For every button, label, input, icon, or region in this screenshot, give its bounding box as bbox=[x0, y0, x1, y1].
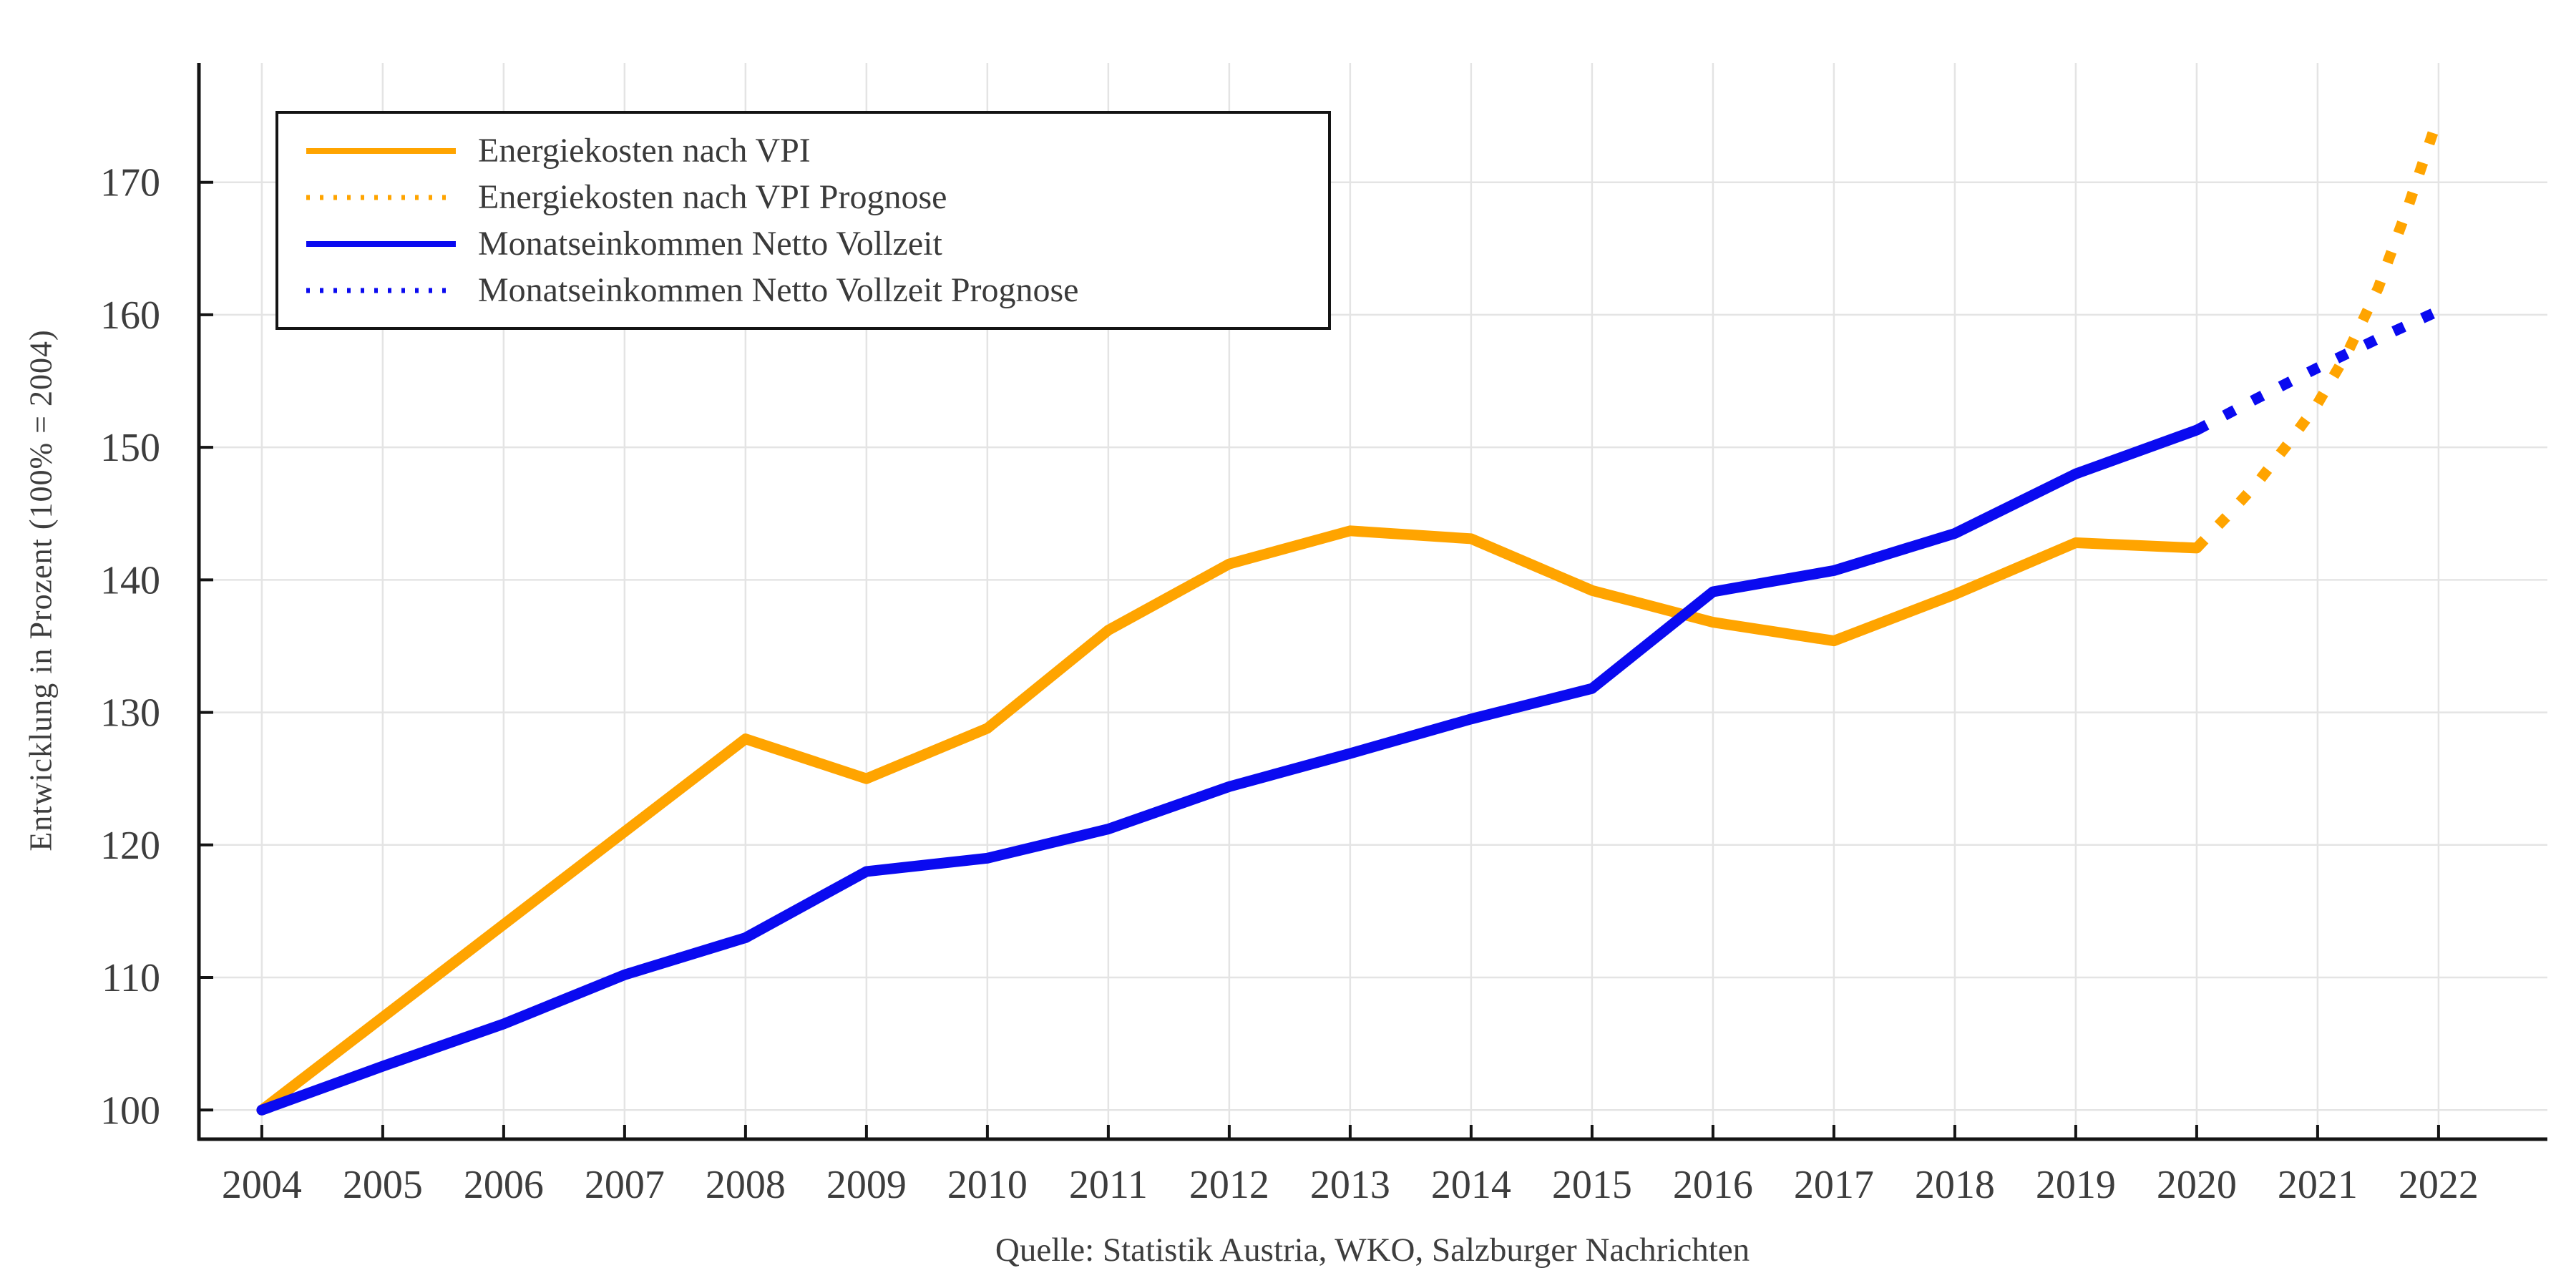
series-line-3 bbox=[2194, 306, 2441, 435]
legend-item-monatseinkommen-prognose: Monatseinkommen Netto Vollzeit Prognose bbox=[304, 270, 1328, 310]
legend-box: Energiekosten nach VPI Energiekosten nac… bbox=[275, 111, 1331, 330]
x-tick-label: 2016 bbox=[1673, 1163, 1753, 1207]
x-tick-label: 2007 bbox=[585, 1163, 665, 1207]
legend-line-sample-dotted-orange bbox=[306, 195, 456, 200]
x-tick-label: 2008 bbox=[706, 1163, 786, 1207]
legend-label: Energiekosten nach VPI bbox=[478, 132, 811, 170]
x-tick-label: 2013 bbox=[1310, 1163, 1390, 1207]
y-tick-label: 110 bbox=[102, 956, 160, 1000]
series-line-0 bbox=[256, 525, 2202, 1116]
x-tick-label: 2011 bbox=[1069, 1163, 1148, 1207]
y-tick-label: 130 bbox=[100, 691, 160, 736]
y-tick-label: 160 bbox=[100, 293, 160, 338]
y-tick-label: 150 bbox=[100, 426, 160, 470]
x-tick-label: 2005 bbox=[343, 1163, 423, 1207]
x-tick-label: 2014 bbox=[1431, 1163, 1511, 1207]
x-tick-label: 2004 bbox=[222, 1163, 302, 1207]
legend-line-sample-solid-orange bbox=[306, 147, 456, 154]
y-tick-label: 120 bbox=[100, 824, 160, 868]
x-tick-label: 2009 bbox=[826, 1163, 907, 1207]
legend-item-energiekosten: Energiekosten nach VPI bbox=[304, 131, 1328, 170]
y-axis-title: Entwicklung in Prozent (100% = 2004) bbox=[23, 329, 59, 852]
x-tick-label: 2012 bbox=[1189, 1163, 1269, 1207]
legend-line-sample-dotted-blue bbox=[306, 288, 456, 293]
x-tick-label: 2017 bbox=[1794, 1163, 1874, 1207]
legend-label: Monatseinkommen Netto Vollzeit Prognose bbox=[478, 271, 1079, 309]
y-tick-label: 170 bbox=[100, 161, 160, 205]
legend-label: Monatseinkommen Netto Vollzeit bbox=[478, 225, 942, 263]
x-tick-label: 2006 bbox=[464, 1163, 544, 1207]
legend-line-sample-solid-blue bbox=[306, 240, 456, 247]
x-tick-label: 2010 bbox=[947, 1163, 1028, 1207]
x-tick-label: 2019 bbox=[2036, 1163, 2116, 1207]
source-caption: Quelle: Statistik Austria, WKO, Salzburg… bbox=[995, 1231, 1750, 1269]
x-tick-label: 2020 bbox=[2157, 1163, 2237, 1207]
y-tick-label: 140 bbox=[100, 558, 160, 602]
legend-item-energiekosten-prognose: Energiekosten nach VPI Prognose bbox=[304, 177, 1328, 217]
x-tick-label: 2021 bbox=[2278, 1163, 2358, 1207]
series-line-2 bbox=[256, 424, 2202, 1116]
x-tick-label: 2015 bbox=[1552, 1163, 1632, 1207]
y-tick-label: 100 bbox=[100, 1088, 160, 1133]
x-tick-label: 2022 bbox=[2399, 1163, 2479, 1207]
legend-label: Energiekosten nach VPI Prognose bbox=[478, 178, 947, 216]
x-tick-label: 2018 bbox=[1915, 1163, 1995, 1207]
legend-item-monatseinkommen: Monatseinkommen Netto Vollzeit bbox=[304, 224, 1328, 263]
